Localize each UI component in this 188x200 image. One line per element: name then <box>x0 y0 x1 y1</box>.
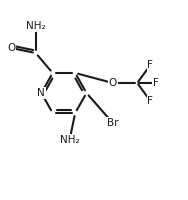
Text: F: F <box>153 78 159 88</box>
Text: F: F <box>147 96 153 106</box>
Text: O: O <box>109 78 117 88</box>
Text: O: O <box>7 43 15 53</box>
Text: NH₂: NH₂ <box>26 21 45 31</box>
Text: NH₂: NH₂ <box>60 135 79 145</box>
Text: N: N <box>37 88 45 98</box>
Text: Br: Br <box>107 118 119 128</box>
Text: F: F <box>147 60 153 70</box>
